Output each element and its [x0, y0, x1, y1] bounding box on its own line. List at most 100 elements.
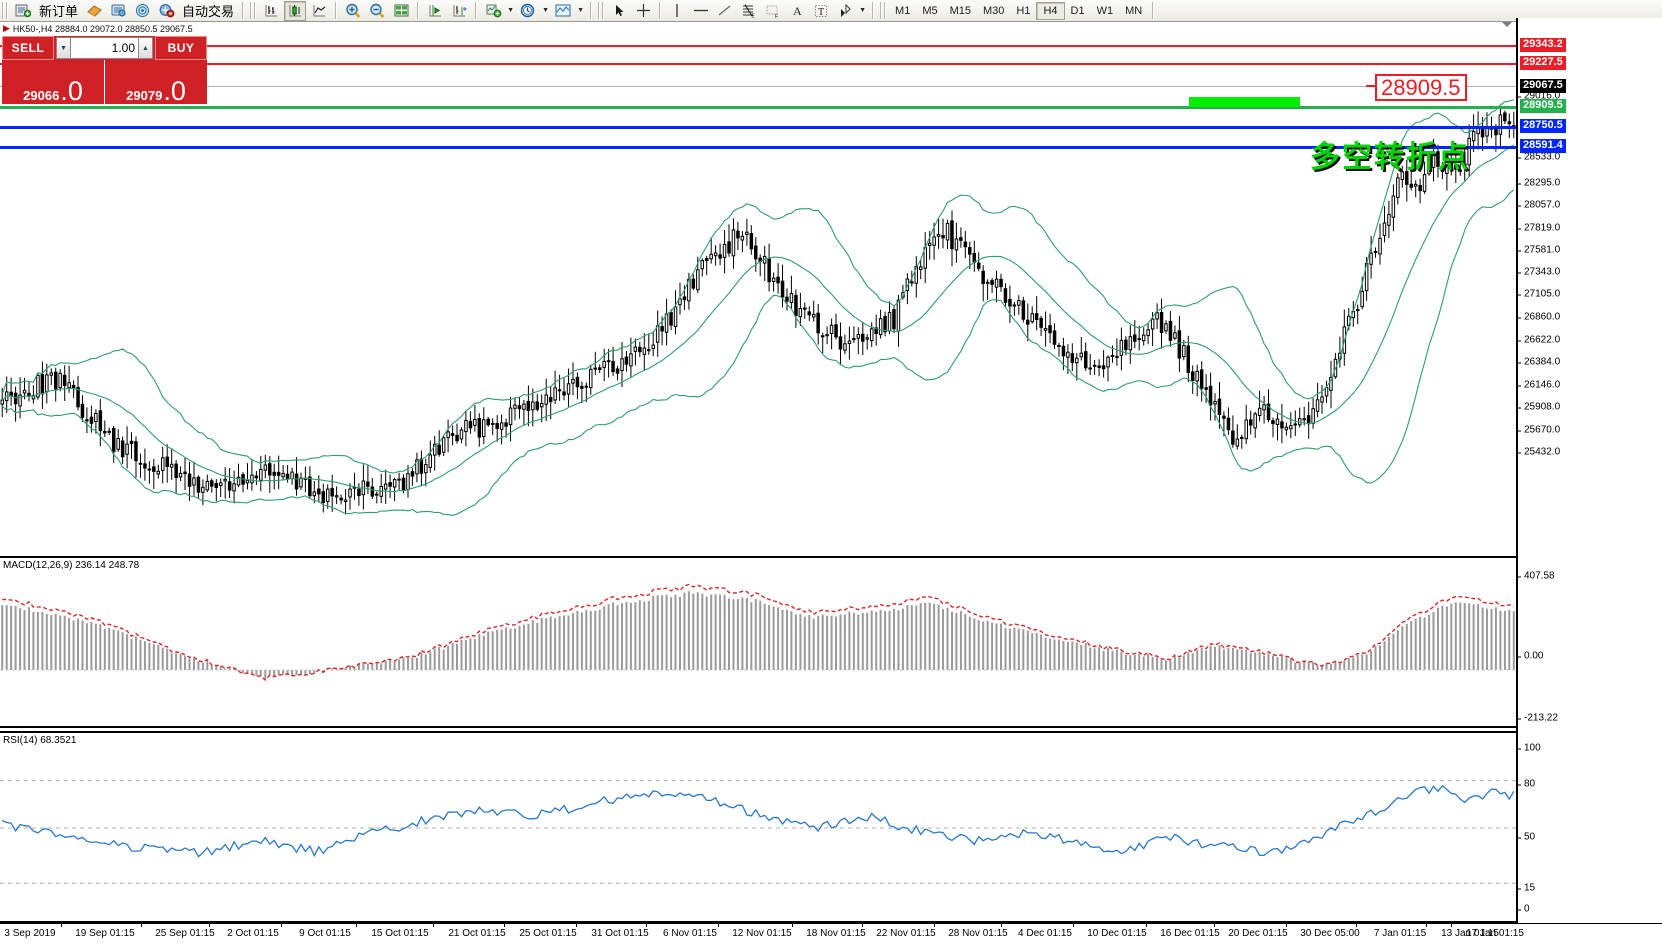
- chart-shift-icon[interactable]: [424, 1, 446, 21]
- bar-chart-icon[interactable]: [260, 1, 282, 21]
- volume-increase-icon[interactable]: ▲: [138, 37, 153, 59]
- time-tick-mark: [1426, 924, 1427, 927]
- timeframe-w1[interactable]: W1: [1096, 4, 1114, 17]
- tile-windows-icon[interactable]: [390, 1, 412, 21]
- horizontal-line-icon[interactable]: [690, 1, 712, 21]
- macd-chart-svg: [0, 583, 1516, 681]
- level-line-29067: [0, 86, 1516, 87]
- price-tick: 26146.0: [1518, 380, 1560, 391]
- toolbar-grip-2[interactable]: [250, 2, 258, 19]
- chart-scroll-indicator[interactable]: [1502, 22, 1512, 27]
- price-callout-label[interactable]: 28909.5: [1375, 74, 1467, 102]
- line-chart-icon[interactable]: [308, 1, 330, 21]
- level-line-29343[interactable]: [0, 45, 1516, 47]
- new-order-icon[interactable]: [12, 1, 34, 21]
- level-line-29227[interactable]: [0, 63, 1516, 65]
- shapes-icon[interactable]: [834, 1, 856, 21]
- macd-pane[interactable]: MACD(12,26,9) 236.14 248.78: [0, 556, 1516, 728]
- cursor-icon[interactable]: [608, 1, 630, 21]
- price-tick: 26384.0: [1518, 357, 1560, 368]
- price-label-29343[interactable]: 29343.2: [1520, 38, 1566, 52]
- indicators-dropdown-arrow[interactable]: ▼: [507, 7, 514, 14]
- fibonacci-icon[interactable]: E: [738, 1, 760, 21]
- period-icon[interactable]: [517, 1, 539, 21]
- zoom-out-icon[interactable]: [366, 1, 388, 21]
- time-tick-label: 15 Oct 01:15: [371, 928, 429, 939]
- expert-advisor-icon[interactable]: [83, 1, 105, 21]
- rsi-pane[interactable]: RSI(14) 68.3521: [0, 731, 1516, 923]
- toolbar-grip[interactable]: [2, 2, 9, 19]
- timeframe-h1[interactable]: H1: [1016, 4, 1031, 17]
- time-tick-label: 3 Sep 2019: [4, 928, 56, 939]
- auto-scroll-icon[interactable]: [448, 1, 470, 21]
- time-tick-mark: [576, 924, 577, 927]
- price-label-29067[interactable]: 29067.5: [1520, 79, 1566, 93]
- timeframe-mn[interactable]: MN: [1125, 4, 1143, 17]
- callout-arrow-icon: [1366, 85, 1378, 87]
- toolbar-grip-3[interactable]: [598, 2, 606, 19]
- text-label-icon[interactable]: T: [810, 1, 832, 21]
- level-line-28591[interactable]: [0, 146, 1516, 149]
- time-axis[interactable]: 3 Sep 2019 19 Sep 01:15 25 Sep 01:15 2 Oct …: [0, 923, 1662, 945]
- timeframe-m30[interactable]: M30: [983, 4, 1005, 17]
- templates-dropdown-arrow[interactable]: ▼: [577, 7, 584, 14]
- price-tick: 25908.0: [1518, 402, 1560, 413]
- volume-input[interactable]: 1.00: [71, 37, 138, 59]
- price-tick: 27105.0: [1518, 289, 1560, 300]
- chart-marker-icon: ▶: [3, 23, 10, 33]
- toolbar-divider: [242, 2, 245, 19]
- highlight-zone-rectangle[interactable]: [1189, 97, 1300, 107]
- one-click-trading-panel[interactable]: SELL ▼ 1.00 ▲ BUY 29066.0 29079.0: [2, 36, 207, 104]
- time-tick-label: 6 Nov 01:15: [663, 928, 717, 939]
- svg-text:E: E: [752, 13, 756, 18]
- time-tick-mark: [934, 924, 935, 927]
- text-icon[interactable]: A: [786, 1, 808, 21]
- time-tick-mark: [646, 924, 647, 927]
- sell-button[interactable]: SELL: [2, 36, 54, 60]
- templates-icon[interactable]: [552, 1, 574, 21]
- sell-price-display[interactable]: 29066.0: [2, 60, 105, 104]
- level-line-28750[interactable]: [0, 126, 1516, 129]
- crosshair-icon[interactable]: [632, 1, 654, 21]
- rsi-tick: 50: [1518, 832, 1535, 843]
- timeframe-m15[interactable]: M15: [949, 4, 971, 17]
- buy-button[interactable]: BUY: [155, 36, 207, 60]
- volume-decrease-icon[interactable]: ▼: [56, 37, 71, 59]
- time-tick-label: 28 Nov 01:15: [948, 928, 1008, 939]
- level-line-28909[interactable]: [0, 106, 1516, 109]
- chinese-annotation-text[interactable]: 多空转折点: [1310, 140, 1470, 175]
- time-tick-label: 25 Sep 01:15: [155, 928, 215, 939]
- time-tick-mark: [1001, 924, 1002, 927]
- period-dropdown-arrow[interactable]: ▼: [542, 7, 549, 14]
- toolbar-grip-4[interactable]: [880, 2, 888, 19]
- indicators-icon[interactable]: [482, 1, 504, 21]
- zoom-in-icon[interactable]: [342, 1, 364, 21]
- data-window-icon[interactable]: [107, 1, 129, 21]
- price-scale[interactable]: 29016.0 28533.0 28295.0 28057.0 27819.0 27581…: [1516, 18, 1662, 923]
- candlestick-chart-icon[interactable]: [284, 0, 307, 21]
- new-order-label[interactable]: 新订单: [39, 4, 79, 19]
- price-label-29227[interactable]: 29227.5: [1520, 56, 1566, 70]
- price-tick: 25432.0: [1518, 447, 1560, 458]
- time-tick-label: 25 Oct 01:15: [519, 928, 577, 939]
- shapes-dropdown-arrow[interactable]: ▼: [859, 7, 866, 14]
- vertical-line-icon[interactable]: [666, 1, 688, 21]
- time-tick-mark: [1451, 924, 1452, 927]
- price-label-28750[interactable]: 28750.5: [1520, 119, 1566, 133]
- autotrading-icon[interactable]: [155, 1, 177, 21]
- time-tick-label: 10 Dec 01:15: [1087, 928, 1147, 939]
- volume-stepper[interactable]: ▼ 1.00 ▲: [54, 36, 155, 60]
- price-pane[interactable]: [0, 18, 1516, 538]
- autotrading-label[interactable]: 自动交易: [182, 4, 235, 19]
- equidistant-channel-icon[interactable]: F: [762, 1, 784, 21]
- chart-canvas[interactable]: MACD(12,26,9) 236.14 248.78 RSI(14) 68.3…: [0, 18, 1516, 923]
- price-label-28591[interactable]: 28591.4: [1520, 139, 1566, 153]
- timeframe-d1[interactable]: D1: [1070, 4, 1085, 17]
- buy-price-display[interactable]: 29079.0: [105, 60, 207, 104]
- timeframe-m1[interactable]: M1: [895, 4, 911, 17]
- trendline-icon[interactable]: [714, 1, 736, 21]
- price-label-28909[interactable]: 28909.5: [1520, 99, 1566, 113]
- signals-icon[interactable]: [131, 1, 153, 21]
- timeframe-m5[interactable]: M5: [922, 4, 938, 17]
- timeframe-h4[interactable]: H4: [1036, 1, 1065, 20]
